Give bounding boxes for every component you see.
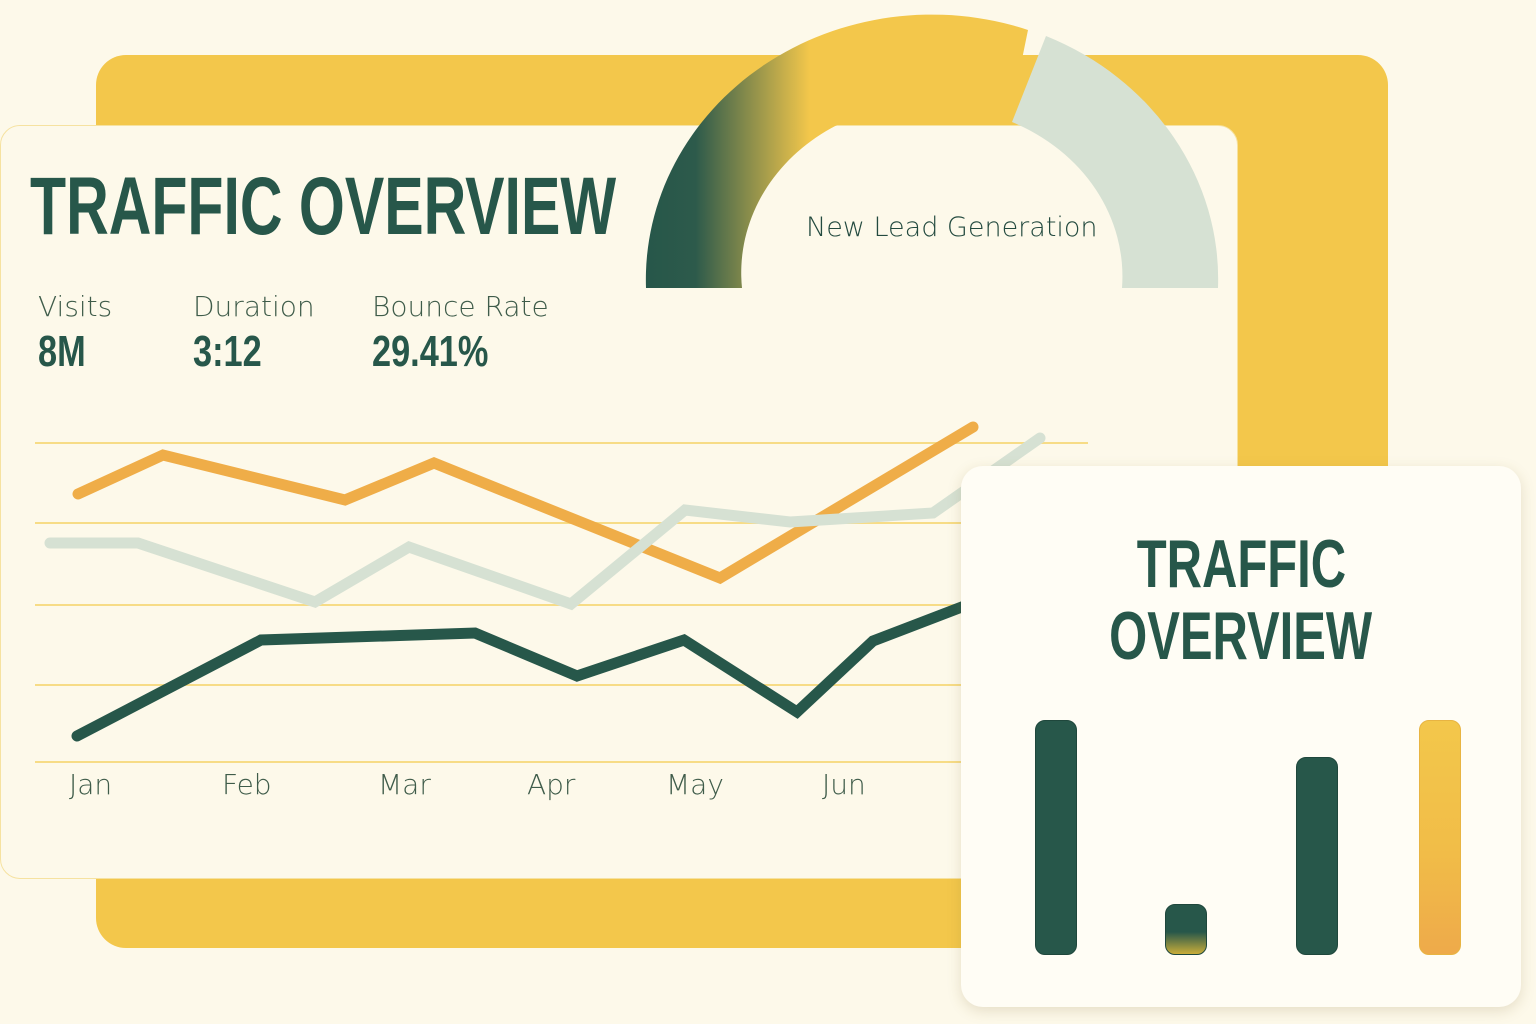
bar-2 (1165, 904, 1207, 955)
gauge-remaining-arc (1012, 36, 1219, 288)
bar-card-title-line1: TRAFFIC (1136, 526, 1346, 602)
bar-1 (1035, 720, 1077, 955)
series-orange (72, 421, 979, 585)
page-title: TRAFFIC OVERVIEW (30, 161, 617, 252)
gauge-label: New Lead Generation (806, 212, 1098, 243)
series-sage (44, 432, 1046, 611)
stat-bounce-rate: Bounce Rate 29.41% (372, 290, 549, 377)
x-axis-label: Jun (822, 768, 866, 801)
x-axis-label: Feb (222, 768, 272, 801)
stat-duration: Duration 3:12 (193, 290, 315, 377)
stat-visits: Visits 8M (38, 290, 112, 377)
traffic-bar-card: TRAFFIC OVERVIEW (961, 466, 1521, 1007)
x-axis-label: May (666, 768, 724, 801)
x-axis-label: Apr (527, 768, 576, 801)
x-axis-label: Mar (378, 768, 431, 801)
stat-value: 29.41% (372, 327, 489, 376)
bar-4 (1419, 720, 1461, 955)
x-axis-label: Jan (69, 768, 113, 801)
lead-generation-gauge (645, 14, 1219, 289)
bar-card-title: TRAFFIC OVERVIEW (961, 528, 1521, 672)
stat-value: 8M (38, 327, 86, 376)
bar-3 (1296, 757, 1338, 955)
stat-value: 3:12 (193, 327, 262, 376)
stat-label: Duration (193, 290, 315, 323)
gauge-filled-arc (645, 14, 1028, 289)
stat-label: Bounce Rate (372, 290, 549, 323)
traffic-line-chart (35, 421, 1088, 763)
stat-label: Visits (38, 290, 113, 323)
bar-card-title-line2: OVERVIEW (1109, 598, 1373, 674)
series-dark-green (71, 594, 986, 742)
